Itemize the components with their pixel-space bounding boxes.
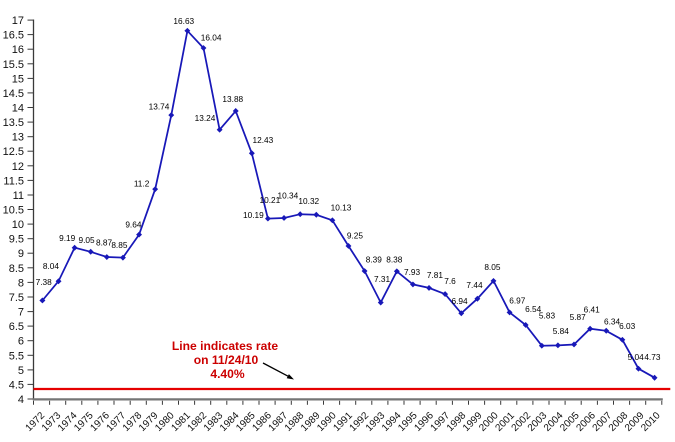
svg-text:15: 15 — [12, 73, 24, 85]
svg-text:12: 12 — [12, 161, 24, 173]
svg-text:10.5: 10.5 — [3, 205, 24, 217]
svg-text:4.40%: 4.40% — [210, 367, 245, 381]
svg-text:10.32: 10.32 — [298, 196, 319, 206]
svg-text:5.04: 5.04 — [628, 352, 645, 362]
svg-text:13: 13 — [12, 132, 24, 144]
svg-text:9: 9 — [18, 248, 24, 260]
svg-text:6.41: 6.41 — [584, 305, 601, 315]
svg-text:5.83: 5.83 — [539, 311, 556, 321]
svg-text:7.5: 7.5 — [9, 292, 24, 304]
svg-text:7.31: 7.31 — [374, 274, 391, 284]
svg-text:on 11/24/10: on 11/24/10 — [194, 353, 259, 367]
svg-text:7.44: 7.44 — [466, 280, 483, 290]
svg-text:5: 5 — [18, 365, 24, 377]
svg-text:9.05: 9.05 — [79, 235, 96, 245]
svg-text:8.87: 8.87 — [96, 238, 113, 248]
svg-text:8.05: 8.05 — [484, 262, 501, 272]
svg-text:13.74: 13.74 — [149, 102, 170, 112]
svg-text:6.54: 6.54 — [525, 304, 542, 314]
svg-text:8.85: 8.85 — [111, 240, 128, 250]
svg-text:4.73: 4.73 — [644, 352, 661, 362]
svg-text:11.2: 11.2 — [134, 179, 150, 189]
svg-text:5.87: 5.87 — [570, 312, 587, 322]
svg-text:13.88: 13.88 — [222, 94, 243, 104]
svg-text:16.5: 16.5 — [3, 30, 24, 42]
svg-text:7: 7 — [18, 307, 24, 319]
svg-text:8.39: 8.39 — [366, 255, 383, 265]
svg-text:10.19: 10.19 — [243, 210, 264, 220]
svg-text:13.24: 13.24 — [195, 113, 216, 123]
svg-text:17: 17 — [12, 15, 24, 27]
svg-text:8: 8 — [18, 277, 24, 289]
svg-text:6.5: 6.5 — [9, 321, 24, 333]
svg-text:10.13: 10.13 — [331, 203, 352, 213]
svg-text:9.19: 9.19 — [59, 233, 76, 243]
svg-text:16.04: 16.04 — [201, 33, 222, 43]
svg-text:9.25: 9.25 — [347, 231, 364, 241]
svg-text:Line indicates rate: Line indicates rate — [172, 339, 278, 353]
svg-text:12.5: 12.5 — [3, 146, 24, 158]
svg-text:9.5: 9.5 — [9, 234, 24, 246]
svg-text:16.63: 16.63 — [173, 16, 194, 26]
svg-text:15.5: 15.5 — [3, 59, 24, 71]
svg-text:10: 10 — [12, 219, 24, 231]
svg-text:4.5: 4.5 — [9, 379, 24, 391]
svg-text:9.64: 9.64 — [125, 220, 142, 230]
svg-text:5.5: 5.5 — [9, 350, 24, 362]
svg-text:11: 11 — [13, 190, 24, 202]
svg-text:4: 4 — [18, 394, 24, 406]
svg-text:10.34: 10.34 — [278, 191, 299, 201]
svg-text:14.5: 14.5 — [3, 88, 24, 100]
svg-text:14: 14 — [12, 103, 24, 115]
svg-text:12.43: 12.43 — [253, 135, 274, 145]
svg-text:6.34: 6.34 — [604, 317, 621, 327]
svg-text:6.97: 6.97 — [509, 296, 526, 306]
svg-text:10.21: 10.21 — [260, 195, 281, 205]
svg-text:16: 16 — [12, 44, 24, 56]
svg-text:8.38: 8.38 — [386, 255, 403, 265]
svg-text:5.84: 5.84 — [553, 326, 570, 336]
svg-text:13.5: 13.5 — [3, 117, 24, 129]
svg-text:7.6: 7.6 — [444, 276, 456, 286]
svg-text:6.03: 6.03 — [619, 321, 636, 331]
svg-text:7.81: 7.81 — [427, 270, 444, 280]
svg-text:7.93: 7.93 — [404, 267, 421, 277]
svg-text:7.38: 7.38 — [36, 277, 53, 287]
svg-text:6: 6 — [18, 336, 24, 348]
svg-text:11.5: 11.5 — [3, 175, 24, 187]
svg-text:8.5: 8.5 — [9, 263, 24, 275]
svg-text:6.94: 6.94 — [452, 296, 469, 306]
svg-text:8.04: 8.04 — [43, 261, 60, 271]
